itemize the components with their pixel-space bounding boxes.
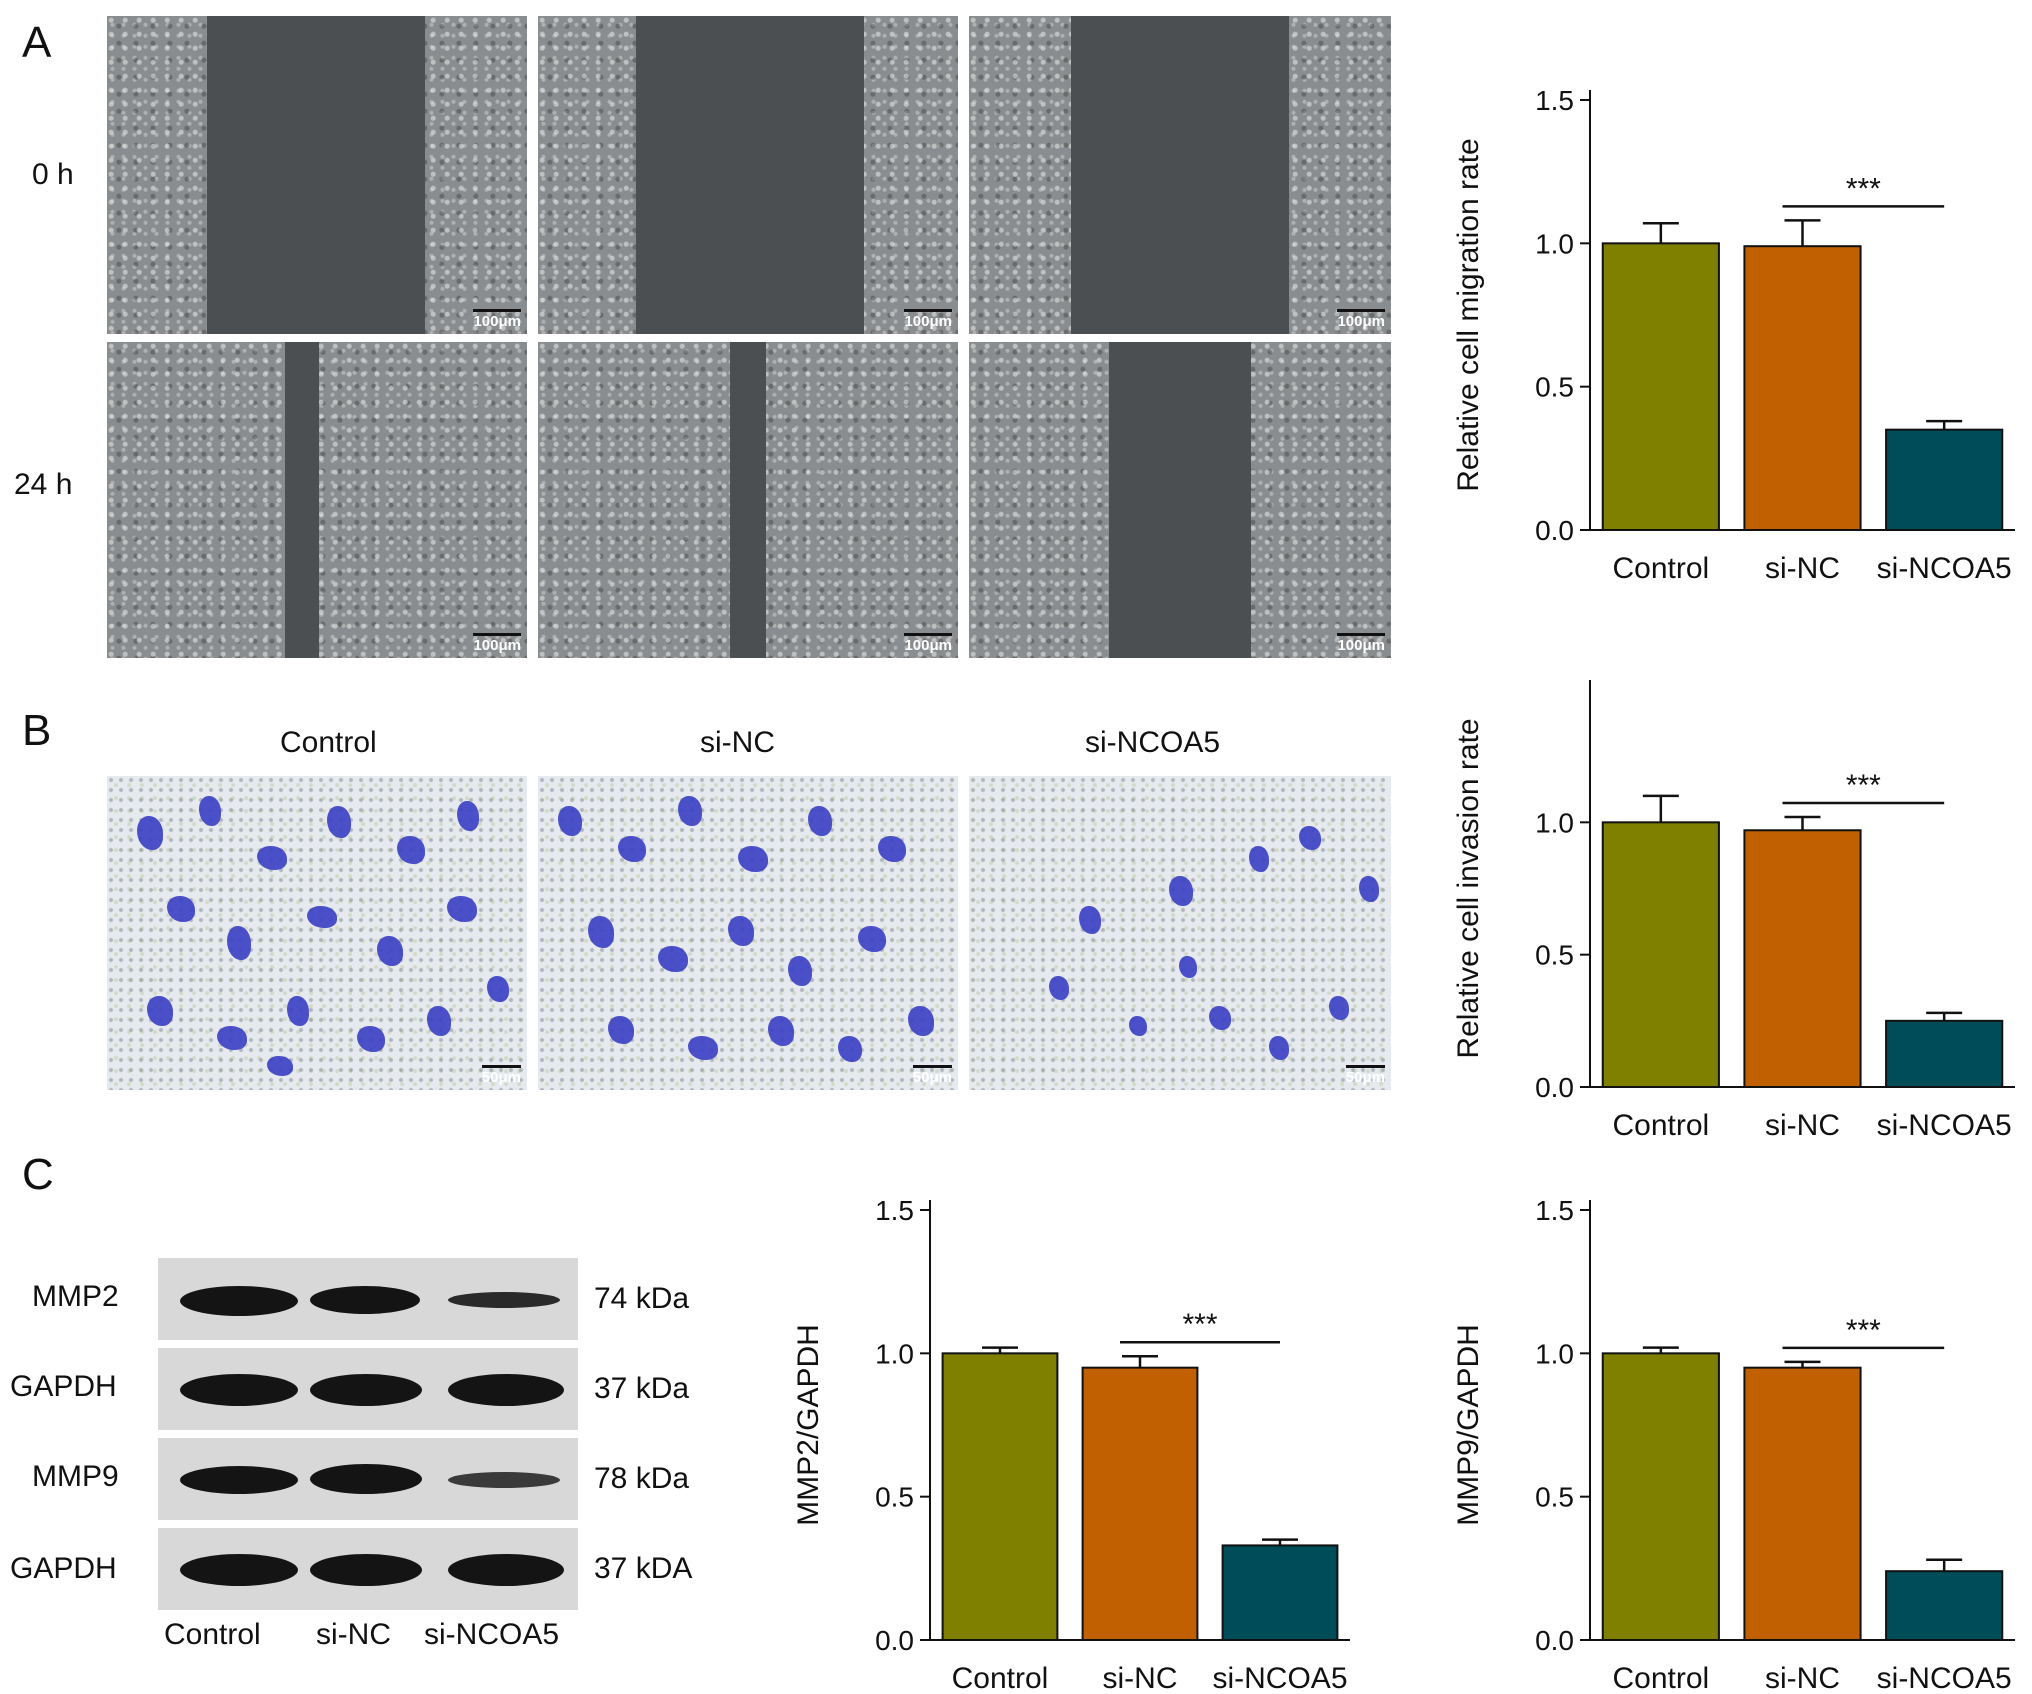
significance-label: *** bbox=[1846, 769, 1881, 802]
bar-si-ncoa5 bbox=[1885, 428, 2004, 531]
bar-si-nc bbox=[1743, 1366, 1862, 1642]
blot-label-mmp9: MMP9 bbox=[32, 1460, 119, 1493]
scale-bar: 50μm bbox=[912, 1065, 952, 1086]
y-tick-label: 0.0 bbox=[875, 1625, 914, 1656]
lane-label-sincoa5: si-NCOA5 bbox=[424, 1618, 560, 1651]
scale-bar: 100μm bbox=[1337, 309, 1385, 330]
y-tick-label: 0.0 bbox=[1535, 1625, 1574, 1656]
scale-bar: 50μm bbox=[1345, 1065, 1385, 1086]
y-tick-label: 1.0 bbox=[875, 1338, 914, 1369]
column-label-sincoa5: si-NCOA5 bbox=[1085, 726, 1221, 759]
significance-label: *** bbox=[1182, 1308, 1217, 1341]
bar-si-ncoa5 bbox=[1221, 1544, 1339, 1641]
y-tick-label: 1.5 bbox=[875, 1195, 914, 1226]
y-tick-label: 0.5 bbox=[1535, 372, 1574, 403]
y-axis-label: Relative cell migration rate bbox=[1452, 138, 1485, 491]
category-label: si-NCOA5 bbox=[1877, 1662, 2012, 1694]
chart-mmp9: 0.0 0.5 1.0 1.5 MMP9/GAPDH Control si-NC si-NCO… bbox=[1452, 1195, 2015, 1694]
category-label: si-NC bbox=[1103, 1662, 1178, 1694]
y-tick-label: 1.5 bbox=[1535, 1195, 1574, 1226]
column-label-control: Control bbox=[280, 726, 377, 759]
column-label-sinc: si-NC bbox=[700, 726, 775, 759]
kda-label-mmp9: 78 kDa bbox=[594, 1462, 690, 1495]
blot-strip-mmp2 bbox=[158, 1258, 578, 1340]
kda-label-mmp2: 74 kDa bbox=[594, 1282, 690, 1315]
chart-mmp2: 0.0 0.5 1.0 1.5 MMP2/GAPDH Control si-NC si-NCO… bbox=[792, 1195, 1350, 1694]
blot-label-mmp2: MMP2 bbox=[32, 1280, 119, 1313]
bar-si-nc bbox=[1081, 1366, 1199, 1642]
bar-control bbox=[1601, 242, 1720, 531]
category-label: si-NC bbox=[1765, 1662, 1840, 1694]
blot-label-gapdh-2: GAPDH bbox=[10, 1552, 117, 1585]
y-tick-label: 0.5 bbox=[875, 1482, 914, 1513]
y-tick-label: 0.0 bbox=[1535, 1072, 1574, 1103]
blot-strip-gapdh-1 bbox=[158, 1348, 578, 1430]
bar-si-ncoa5 bbox=[1885, 1019, 2004, 1089]
category-label: si-NC bbox=[1765, 1109, 1840, 1142]
transwell-image-sinc: 50μm bbox=[538, 776, 958, 1090]
significance-label: *** bbox=[1846, 172, 1881, 205]
bar-si-ncoa5 bbox=[1885, 1570, 2004, 1642]
chart-migration: 0.0 0.5 1.0 1.5 Relative cell migration rate… bbox=[1452, 85, 2015, 585]
category-label: si-NCOA5 bbox=[1212, 1662, 1347, 1694]
scale-bar: 100μm bbox=[904, 309, 952, 330]
y-tick-label: 0.5 bbox=[1535, 1482, 1574, 1513]
wound-image-sinc-0h: 100μm bbox=[538, 16, 958, 334]
bar-control bbox=[941, 1352, 1059, 1641]
y-tick-label: 0.5 bbox=[1535, 940, 1574, 971]
bar-control bbox=[1601, 1352, 1720, 1641]
wound-image-sincoa5-0h: 100μm bbox=[969, 16, 1391, 334]
bar-control bbox=[1601, 821, 1720, 1088]
blot-strip-gapdh-2 bbox=[158, 1528, 578, 1610]
y-tick-label: 1.0 bbox=[1535, 228, 1574, 259]
significance-label: *** bbox=[1846, 1314, 1881, 1347]
category-label: si-NC bbox=[1765, 552, 1840, 585]
transwell-image-control: 50μm bbox=[107, 776, 527, 1090]
wound-image-sinc-24h: 100μm bbox=[538, 342, 958, 658]
scale-bar: 100μm bbox=[473, 309, 521, 330]
scale-bar: 100μm bbox=[473, 633, 521, 654]
row-label-24h: 24 h bbox=[14, 468, 73, 501]
y-axis-label: MMP9/GAPDH bbox=[1452, 1324, 1485, 1526]
y-tick-label: 1.5 bbox=[1535, 85, 1574, 116]
transwell-image-sincoa5: 50μm bbox=[969, 776, 1391, 1090]
lane-label-control: Control bbox=[164, 1618, 261, 1651]
row-label-0h: 0 h bbox=[32, 158, 74, 191]
panel-letter-b: B bbox=[22, 706, 52, 755]
y-tick-label: 1.0 bbox=[1535, 807, 1574, 838]
blot-label-gapdh-1: GAPDH bbox=[10, 1370, 117, 1403]
kda-label-gapdh-2: 37 kDA bbox=[594, 1552, 693, 1585]
panel-letter-a: A bbox=[22, 18, 52, 67]
category-label: si-NCOA5 bbox=[1877, 552, 2012, 585]
chart-invasion: 0.0 0.5 1.0 Relative cell invasion rate Cont… bbox=[1452, 680, 2015, 1142]
lane-label-sinc: si-NC bbox=[316, 1618, 391, 1651]
y-tick-label: 0.0 bbox=[1535, 515, 1574, 546]
scale-bar: 50μm bbox=[481, 1065, 521, 1086]
category-label: Control bbox=[1612, 1662, 1709, 1694]
bar-si-nc bbox=[1743, 245, 1862, 531]
panel-letter-c: C bbox=[22, 1150, 54, 1199]
y-tick-label: 1.0 bbox=[1535, 1338, 1574, 1369]
bar-si-nc bbox=[1743, 829, 1862, 1088]
wound-image-sincoa5-24h: 100μm bbox=[969, 342, 1391, 658]
category-label: si-NCOA5 bbox=[1877, 1109, 2012, 1142]
y-axis-label: Relative cell invasion rate bbox=[1452, 718, 1485, 1058]
y-axis-label: MMP2/GAPDH bbox=[792, 1324, 825, 1526]
blot-strip-mmp9 bbox=[158, 1438, 578, 1520]
category-label: Control bbox=[1612, 552, 1709, 585]
category-label: Control bbox=[1612, 1109, 1709, 1142]
scale-bar: 100μm bbox=[1337, 633, 1385, 654]
scale-bar: 100μm bbox=[904, 633, 952, 654]
kda-label-gapdh-1: 37 kDa bbox=[594, 1372, 690, 1405]
wound-image-control-0h: 100μm bbox=[107, 16, 527, 334]
wound-image-control-24h: 100μm bbox=[107, 342, 527, 658]
category-label: Control bbox=[952, 1662, 1049, 1694]
